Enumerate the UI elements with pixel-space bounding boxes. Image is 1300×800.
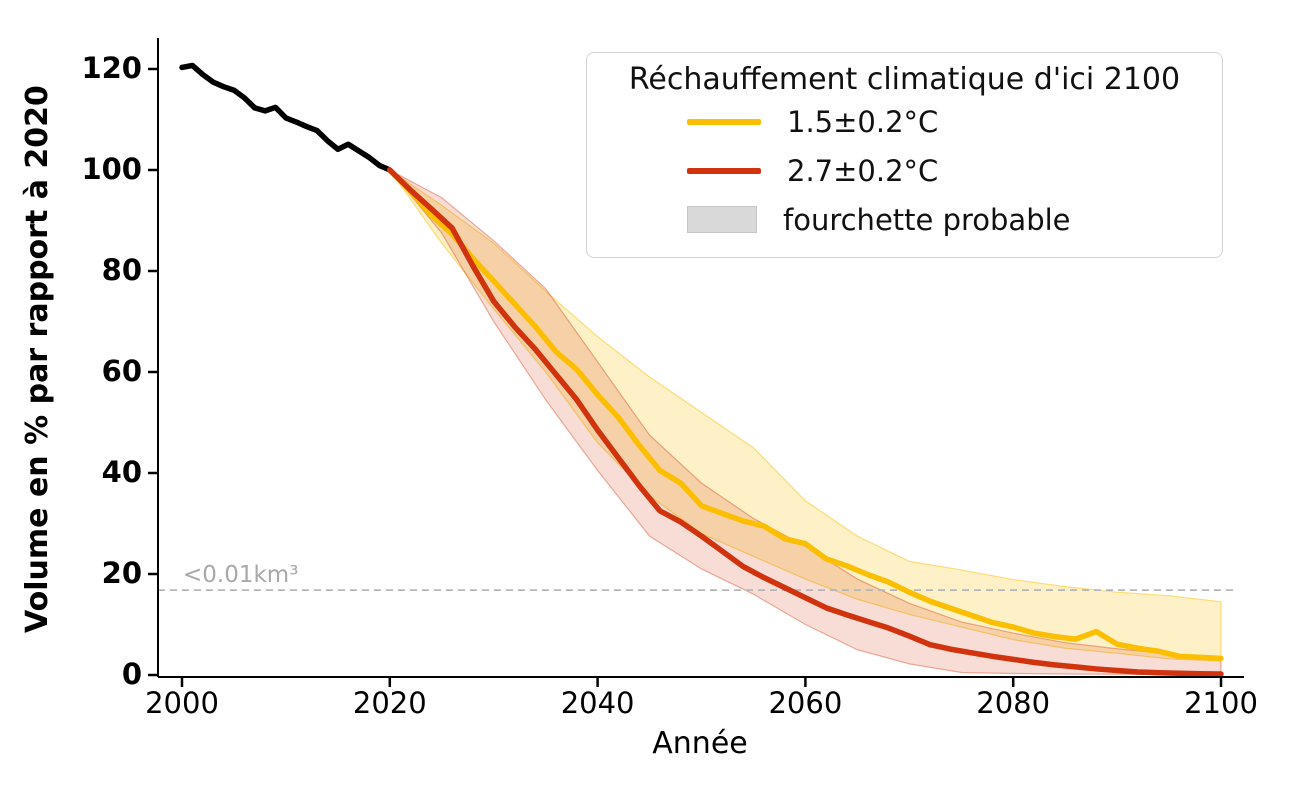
x-tick-label-2100: 2100 <box>1184 686 1258 720</box>
legend-title: Réchauffement climatique d'ici 2100 <box>628 62 1181 97</box>
y-tick-label-0: 0 <box>121 657 142 691</box>
legend-line-swatch-15 <box>687 118 761 125</box>
series-line-historique <box>179 62 393 173</box>
band-1-5C <box>389 169 1222 662</box>
x-tick-label-2020: 2020 <box>352 686 427 720</box>
legend-item-label: 2.7±0.2°C <box>787 153 939 188</box>
y-tick-label-60: 60 <box>101 354 142 388</box>
y-tick-label-100: 100 <box>81 152 142 186</box>
legend-patch-swatch-likely-range <box>687 206 757 233</box>
legend-item-warming-15: 1.5±0.2°C <box>587 97 1222 146</box>
x-tick-label-2060: 2060 <box>768 686 843 720</box>
legend-item-label: 1.5±0.2°C <box>787 104 939 139</box>
x-tick-label-2080: 2080 <box>976 686 1051 720</box>
x-tick-label-2000: 2000 <box>145 686 219 720</box>
band-2-7C <box>389 169 1222 676</box>
legend-line-swatch-27 <box>687 167 761 174</box>
legend-item-label: fourchette probable <box>783 202 1071 237</box>
y-tick-label-40: 40 <box>101 455 142 489</box>
x-tick-label-2040: 2040 <box>560 686 635 720</box>
series-line-2-7C <box>387 167 1224 677</box>
legend-item-likely-range: fourchette probable <box>587 195 1222 244</box>
series-line-1-5C <box>387 167 1224 662</box>
y-tick-label-20: 20 <box>101 556 142 590</box>
y-tick-label-80: 80 <box>101 253 142 287</box>
y-tick-label-120: 120 <box>81 51 142 85</box>
threshold-annotation: <0.01km³ <box>183 562 299 589</box>
legend: Réchauffement climatique d'ici 2100 1.5±… <box>586 52 1223 258</box>
legend-item-warming-27: 2.7±0.2°C <box>587 146 1222 195</box>
x-axis-title: Année <box>652 726 748 761</box>
